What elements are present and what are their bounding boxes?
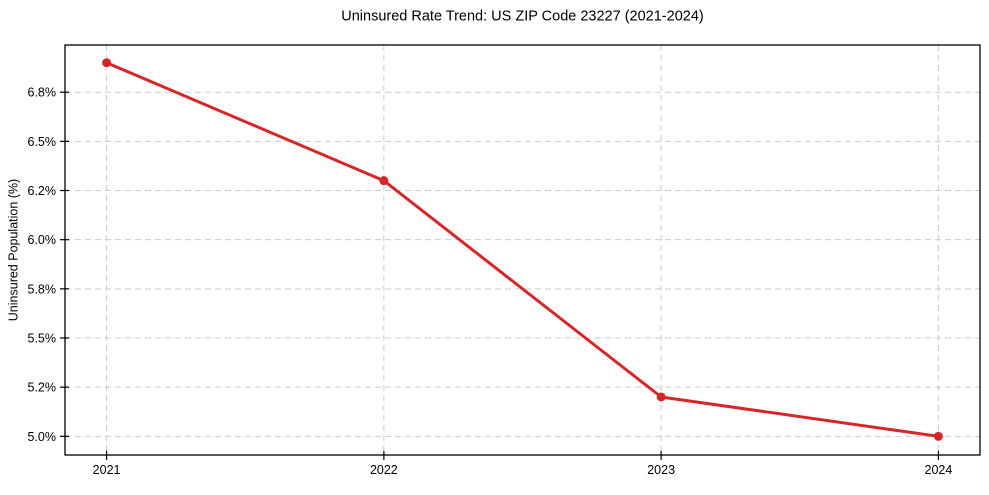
data-point-2024 xyxy=(933,431,943,441)
x-tick-label: 2022 xyxy=(370,463,398,477)
y-tick-label: 5.0% xyxy=(28,430,57,444)
x-tick-label: 2023 xyxy=(647,463,675,477)
chart-title: Uninsured Rate Trend: US ZIP Code 23227 … xyxy=(341,9,703,25)
data-series xyxy=(102,58,943,441)
data-point-2021 xyxy=(102,58,112,68)
trend-line xyxy=(105,61,940,438)
x-tick-label: 2024 xyxy=(925,463,953,477)
y-tick-label: 6.0% xyxy=(28,233,57,247)
y-tick-label: 6.8% xyxy=(28,86,57,100)
x-tick-label: 2021 xyxy=(93,463,121,477)
axis-ticks: 5.0% 5.2% 5.5% 5.8% 6.0% 6.2% 6.5% 6.8% 2021 2022… xyxy=(28,86,953,477)
y-tick-label: 5.2% xyxy=(28,381,57,395)
y-tick-label: 6.5% xyxy=(28,135,57,149)
data-point-2022 xyxy=(379,176,389,186)
data-point-2023 xyxy=(656,392,666,402)
y-tick-label: 6.2% xyxy=(28,184,57,198)
y-tick-label: 5.8% xyxy=(28,282,57,296)
plot-frame xyxy=(64,44,981,456)
gridlines xyxy=(65,45,980,455)
y-tick-label: 5.5% xyxy=(28,331,57,345)
y-axis-label: Uninsured Population (%) xyxy=(7,179,21,321)
plot-border xyxy=(64,44,981,456)
